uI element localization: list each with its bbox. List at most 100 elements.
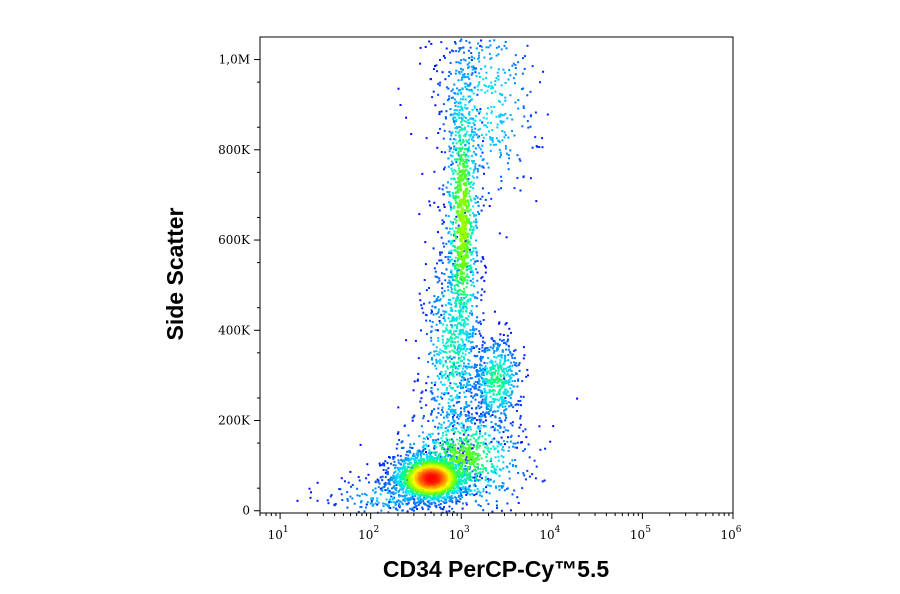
event-dot [394, 503, 397, 506]
event-dot [414, 493, 417, 496]
event-dot [455, 161, 458, 164]
event-dot [455, 370, 458, 373]
event-dot [461, 218, 465, 222]
event-dot [450, 481, 454, 484]
event-dot [463, 467, 465, 470]
event-dot [430, 413, 433, 416]
event-dot [497, 391, 500, 394]
event-dot [457, 442, 460, 445]
event-dot [450, 288, 453, 291]
event-dot [430, 398, 433, 401]
event-dot [490, 457, 493, 460]
event-dot [511, 353, 514, 356]
event-dot [470, 117, 473, 120]
event-dot [467, 419, 470, 422]
event-dot [396, 499, 399, 502]
event-dot [432, 90, 435, 93]
event-dot [456, 397, 459, 400]
event-dot [421, 390, 424, 393]
event-dot [499, 404, 501, 407]
event-dot [487, 86, 490, 88]
event-dot [479, 494, 481, 497]
event-dot [445, 351, 448, 354]
event-dot [474, 384, 477, 387]
event-dot [452, 469, 455, 472]
event-dot [466, 405, 469, 408]
event-dot [461, 319, 464, 322]
event-dot [487, 480, 490, 483]
event-dot [447, 493, 450, 495]
event-dot [384, 489, 387, 492]
event-dot [464, 370, 467, 373]
event-dot [455, 50, 457, 53]
event-dot [468, 77, 471, 80]
event-dot [458, 395, 460, 398]
event-dot [465, 503, 468, 506]
event-dot [456, 422, 459, 425]
event-dot [466, 282, 469, 285]
event-dot [492, 352, 495, 355]
event-dot [490, 367, 493, 370]
event-dot [501, 350, 504, 353]
event-dot [452, 141, 455, 144]
event-dot [387, 506, 390, 509]
event-dot [491, 411, 494, 414]
event-dot [448, 497, 451, 500]
event-dot [423, 496, 426, 499]
event-dot [424, 263, 427, 266]
event-dot [430, 336, 433, 339]
event-dot [467, 358, 470, 361]
event-dot [509, 94, 512, 97]
event-dot [468, 149, 471, 152]
event-dot [480, 383, 483, 386]
event-dot [502, 431, 505, 433]
event-dot [430, 325, 433, 328]
event-dot [453, 421, 456, 423]
event-dot [356, 487, 359, 490]
event-dot [471, 72, 474, 75]
event-dot [451, 155, 454, 158]
event-dot [458, 170, 462, 173]
event-dot [386, 492, 389, 494]
event-dot [456, 451, 460, 455]
event-dot [423, 459, 426, 462]
event-dot [477, 463, 480, 466]
event-dot [377, 481, 380, 484]
event-dot [443, 383, 446, 386]
event-dot [512, 445, 514, 448]
event-dot [453, 147, 456, 149]
event-dot [450, 90, 453, 93]
event-dot [431, 357, 433, 360]
event-dot [428, 499, 431, 502]
event-dot [459, 478, 462, 481]
event-dot [455, 455, 458, 458]
event-dot [503, 131, 506, 134]
event-dot [433, 399, 436, 402]
event-dot [464, 161, 466, 163]
event-dot [535, 465, 538, 468]
event-dot [463, 287, 465, 290]
event-dot [436, 298, 438, 300]
event-dot [430, 358, 433, 361]
event-dot [484, 365, 487, 368]
event-dot [432, 498, 435, 501]
event-dot [441, 376, 444, 379]
event-dot [472, 92, 475, 95]
event-dot [522, 450, 525, 452]
event-dot [340, 493, 343, 496]
event-dot [462, 199, 466, 203]
event-dot [452, 484, 455, 487]
event-dot [479, 471, 482, 474]
event-dot [461, 262, 465, 265]
event-dot [457, 50, 460, 53]
event-dot [514, 73, 517, 76]
event-dot [456, 271, 459, 274]
event-dot [464, 305, 467, 308]
event-dot [464, 134, 467, 137]
event-dot [502, 445, 505, 448]
event-dot [497, 455, 500, 458]
event-dot [309, 496, 312, 499]
event-dot [462, 171, 466, 175]
event-dot [464, 240, 467, 243]
event-dot [475, 218, 477, 221]
